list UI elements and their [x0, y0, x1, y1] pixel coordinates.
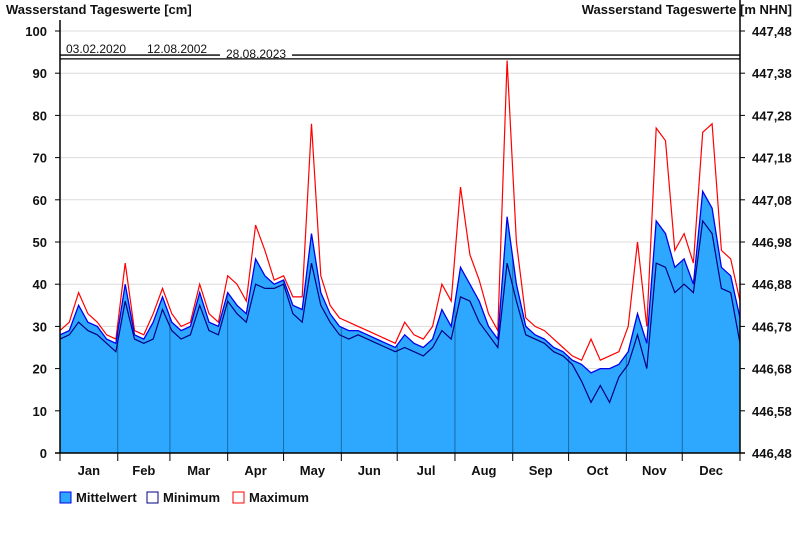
y2-tick-label: 446,88: [752, 277, 792, 292]
month-label: Jun: [358, 463, 381, 478]
legend-label-mittelwert: Mittelwert: [76, 490, 137, 505]
y-tick-label: 30: [33, 319, 47, 334]
y2-tick-label: 447,28: [752, 108, 792, 123]
y-tick-label: 60: [33, 193, 47, 208]
y-tick-label: 50: [33, 235, 47, 250]
legend-swatch-mittelwert: [59, 491, 72, 504]
y-tick-label: 10: [33, 404, 47, 419]
y2-tick-label: 447,38: [752, 66, 792, 81]
y-tick-label: 100: [25, 24, 47, 39]
month-label: Jul: [417, 463, 436, 478]
series-mittelwert-area: [60, 191, 740, 453]
legend-label-maximum: Maximum: [249, 490, 309, 505]
y-tick-label: 0: [40, 446, 47, 461]
month-label: Oct: [587, 463, 609, 478]
y2-tick-label: 446,68: [752, 362, 792, 377]
legend-swatch-minimum: [146, 491, 159, 504]
month-label: Sep: [529, 463, 553, 478]
month-label: Dec: [699, 463, 723, 478]
y-tick-label: 70: [33, 151, 47, 166]
right-axis-title: Wasserstand Tageswerte [m NHN]: [582, 2, 792, 17]
month-label: May: [300, 463, 326, 478]
y2-tick-label: 446,58: [752, 404, 792, 419]
month-label: Nov: [642, 463, 667, 478]
y2-tick-label: 447,08: [752, 193, 792, 208]
y-tick-label: 80: [33, 108, 47, 123]
y2-tick-label: 446,48: [752, 446, 792, 461]
left-axis-title: Wasserstand Tageswerte [cm]: [6, 2, 192, 17]
series-mittelwert-line: [59, 189, 741, 374]
month-label: Apr: [244, 463, 266, 478]
month-label: Jan: [78, 463, 100, 478]
y2-tick-label: 446,98: [752, 235, 792, 250]
series-maximum-line: [59, 60, 741, 362]
y2-tick-label: 447,18: [752, 151, 792, 166]
month-label: Feb: [132, 463, 155, 478]
reference-date-label: 03.02.2020: [66, 42, 126, 56]
month-label: Aug: [471, 463, 496, 478]
y2-tick-label: 446,78: [752, 319, 792, 334]
y-tick-label: 90: [33, 66, 47, 81]
y-tick-label: 40: [33, 277, 47, 292]
month-label: Mar: [187, 463, 210, 478]
y2-tick-label: 447,48: [752, 24, 792, 39]
reference-date-label: 12.08.2002: [147, 42, 207, 56]
legend-swatch-maximum: [232, 491, 245, 504]
reference-date-label: 28.08.2023: [226, 47, 286, 61]
series-minimum-line: [59, 219, 741, 404]
legend-label-minimum: Minimum: [163, 490, 220, 505]
y-tick-label: 20: [33, 362, 47, 377]
